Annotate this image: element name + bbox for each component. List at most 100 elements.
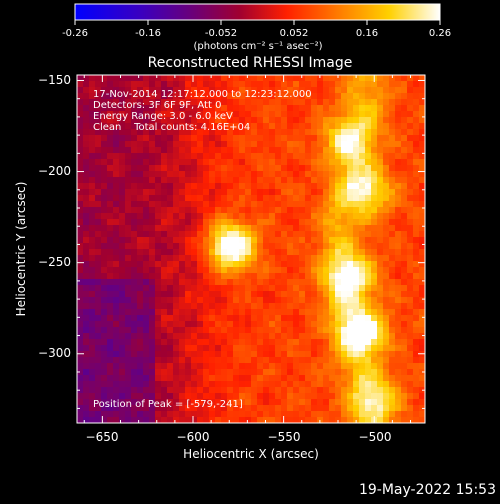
heatmap-cell — [281, 123, 288, 130]
heatmap-cell — [155, 267, 162, 274]
heatmap-cell — [239, 105, 246, 112]
heatmap-cell — [245, 195, 252, 202]
heatmap-cell — [131, 165, 138, 172]
heatmap-cell — [185, 189, 192, 196]
heatmap-cell — [257, 111, 264, 118]
heatmap-cell — [155, 285, 162, 292]
heatmap-cell — [413, 99, 420, 106]
heatmap-cell — [389, 105, 396, 112]
heatmap-cell — [89, 249, 96, 256]
heatmap-cell — [191, 417, 198, 423]
heatmap-cell — [107, 309, 114, 316]
heatmap-cell — [233, 183, 240, 190]
heatmap-cell — [113, 219, 120, 226]
heatmap-cell — [263, 147, 270, 154]
heatmap-cell — [77, 411, 84, 418]
heatmap-cell — [227, 159, 234, 166]
heatmap-cell — [173, 123, 180, 130]
heatmap-cell — [239, 147, 246, 154]
heatmap-cell — [413, 237, 420, 244]
heatmap-cell — [125, 387, 132, 394]
heatmap-cell — [341, 339, 348, 346]
heatmap-cell — [161, 357, 168, 364]
heatmap-cell — [83, 351, 90, 358]
heatmap-cell — [77, 381, 84, 388]
heatmap-cell — [239, 237, 246, 244]
heatmap-cell — [179, 195, 186, 202]
heatmap-cell — [353, 165, 360, 172]
heatmap-cell — [347, 237, 354, 244]
heatmap-cell — [305, 363, 312, 370]
heatmap-cell — [353, 159, 360, 166]
heatmap-cell — [233, 303, 240, 310]
heatmap-cell — [107, 417, 114, 423]
heatmap-cell — [311, 81, 318, 88]
heatmap-cell — [173, 171, 180, 178]
heatmap-cell — [119, 243, 126, 250]
heatmap-cell — [209, 81, 216, 88]
heatmap-cell — [317, 357, 324, 364]
heatmap-cell — [269, 111, 276, 118]
heatmap-cell — [83, 339, 90, 346]
heatmap-cell — [149, 273, 156, 280]
heatmap-cell — [167, 381, 174, 388]
heatmap-cell — [221, 177, 228, 184]
heatmap-cell — [233, 267, 240, 274]
heatmap-cell — [89, 333, 96, 340]
heatmap-cell — [389, 321, 396, 328]
heatmap-cell — [323, 75, 330, 82]
heatmap-cell — [167, 117, 174, 124]
heatmap-cell — [383, 369, 390, 376]
heatmap-cell — [347, 201, 354, 208]
heatmap-cell — [383, 243, 390, 250]
heatmap-cell — [203, 135, 210, 142]
heatmap-cell — [83, 93, 90, 100]
heatmap-cell — [371, 213, 378, 220]
heatmap-cell — [383, 399, 390, 406]
heatmap-cell — [173, 81, 180, 88]
heatmap-cell — [143, 309, 150, 316]
heatmap-cell — [179, 105, 186, 112]
heatmap-cell — [149, 153, 156, 160]
heatmap-cell — [269, 267, 276, 274]
heatmap-cell — [251, 351, 258, 358]
heatmap-cell — [353, 381, 360, 388]
heatmap-cell — [125, 165, 132, 172]
heatmap-cell — [233, 285, 240, 292]
heatmap-cell — [149, 105, 156, 112]
heatmap-cell — [131, 399, 138, 406]
heatmap-cell — [383, 129, 390, 136]
heatmap-cell — [239, 405, 246, 412]
heatmap-cell — [89, 279, 96, 286]
heatmap-cell — [263, 387, 270, 394]
heatmap-cell — [275, 291, 282, 298]
heatmap-cell — [317, 189, 324, 196]
heatmap-cell — [341, 225, 348, 232]
heatmap-cell — [287, 183, 294, 190]
heatmap-cell — [419, 219, 425, 226]
heatmap-cell — [353, 309, 360, 316]
heatmap-cell — [227, 219, 234, 226]
heatmap-cell — [395, 279, 402, 286]
heatmap-cell — [287, 279, 294, 286]
heatmap-cell — [239, 111, 246, 118]
heatmap-cell — [281, 321, 288, 328]
heatmap-cell — [155, 135, 162, 142]
heatmap-cell — [353, 333, 360, 340]
heatmap-cell — [137, 237, 144, 244]
heatmap-cell — [83, 123, 90, 130]
heatmap-cell — [305, 315, 312, 322]
heatmap-cell — [353, 123, 360, 130]
heatmap-cell — [293, 333, 300, 340]
heatmap-cell — [89, 87, 96, 94]
heatmap-cell — [227, 189, 234, 196]
heatmap-cell — [173, 381, 180, 388]
heatmap-cell — [197, 315, 204, 322]
heatmap-cell — [101, 279, 108, 286]
heatmap-cell — [251, 405, 258, 412]
heatmap-cell — [119, 171, 126, 178]
heatmap-cell — [407, 399, 414, 406]
heatmap-cell — [179, 267, 186, 274]
heatmap-cell — [125, 75, 132, 82]
heatmap-cell — [89, 345, 96, 352]
